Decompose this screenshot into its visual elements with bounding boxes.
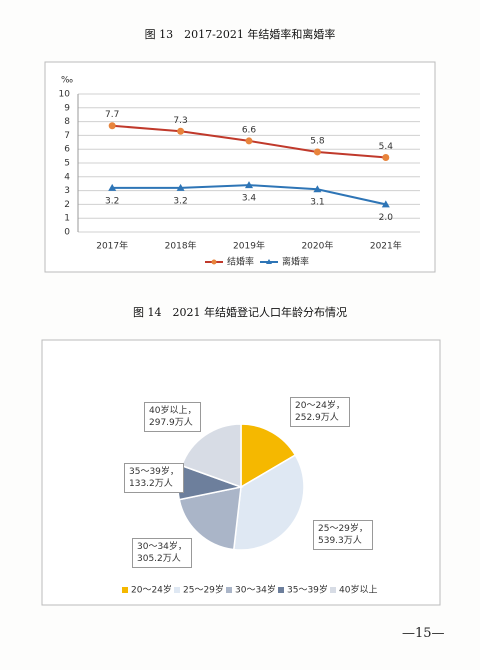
y-tick-label: 2: [64, 200, 70, 210]
y-tick-label: 5: [64, 159, 70, 169]
legend-label: 离婚率: [282, 256, 309, 268]
legend-swatch: [174, 587, 180, 593]
pie-slice: [178, 486, 242, 551]
data-label: 3.1: [310, 198, 324, 208]
legend-label: 35～39岁: [287, 584, 328, 596]
x-tick-label: 2019年: [233, 240, 265, 252]
data-label: 5.4: [379, 142, 394, 152]
pie-slice: [232, 454, 305, 551]
y-tick-label: 4: [64, 172, 70, 182]
y-tick-label: 1: [64, 214, 70, 224]
legend-swatch: [122, 587, 128, 593]
y-tick-label: 8: [64, 117, 70, 127]
y-tick-label: 0: [64, 228, 70, 238]
legend-label: 结婚率: [227, 256, 254, 268]
legend-swatch: [278, 587, 284, 593]
x-tick-label: 2021年: [370, 240, 402, 252]
y-tick-label: 10: [59, 90, 71, 100]
y-unit: ‰: [61, 76, 73, 86]
marker: [176, 183, 185, 191]
y-tick-label: 3: [64, 186, 70, 196]
data-label: 3.2: [105, 196, 119, 206]
legend-label: 30～34岁: [235, 584, 276, 596]
legend-swatch: [330, 587, 336, 593]
pie-slice: [240, 423, 297, 489]
chart-frame: [44, 61, 436, 273]
marker: [177, 127, 185, 135]
legend-label: 25～29岁: [183, 584, 224, 596]
data-label: 5.8: [310, 136, 325, 146]
data-label: 2.0: [379, 213, 394, 223]
data-label: 6.6: [242, 125, 257, 135]
marker: [245, 137, 253, 145]
marker: [108, 122, 116, 130]
data-label: 3.4: [242, 194, 257, 204]
pie-callout: 30～34岁， 305.2万人: [132, 538, 192, 568]
y-tick-label: 7: [64, 131, 70, 141]
legend-swatch: [226, 587, 232, 593]
marker: [245, 181, 253, 189]
legend-label: 40岁以上: [339, 584, 377, 596]
marker: [382, 153, 390, 161]
page-number: —15—: [402, 626, 445, 641]
x-tick-label: 2017年: [96, 240, 128, 252]
data-label: 3.2: [173, 196, 187, 206]
marker: [313, 185, 322, 193]
marker: [108, 183, 117, 191]
x-tick-label: 2020年: [301, 240, 333, 252]
y-tick-label: 6: [64, 145, 70, 155]
pie-callout: 20～24岁， 252.9万人: [290, 397, 350, 427]
pie-slice: [180, 423, 242, 489]
pie-callout: 40岁以上， 297.9万人: [144, 402, 202, 432]
legend-marker: [211, 259, 217, 265]
pie-callout: 35～39岁， 133.2万人: [124, 463, 184, 493]
legend-marker: [266, 259, 272, 264]
chart-title: 图 13 2017-2021 年结婚率和离婚率: [145, 27, 336, 41]
pie-callout: 25～29岁， 539.3万人: [313, 520, 373, 550]
y-tick-label: 9: [64, 103, 70, 113]
data-label: 7.3: [173, 116, 187, 126]
legend-label: 20～24岁: [131, 584, 172, 596]
x-tick-label: 2018年: [165, 240, 197, 252]
data-label: 7.7: [105, 110, 119, 120]
marker: [381, 200, 390, 208]
marker: [313, 148, 321, 156]
chart-title: 图 14 2021 年结婚登记人口年龄分布情况: [133, 305, 347, 319]
